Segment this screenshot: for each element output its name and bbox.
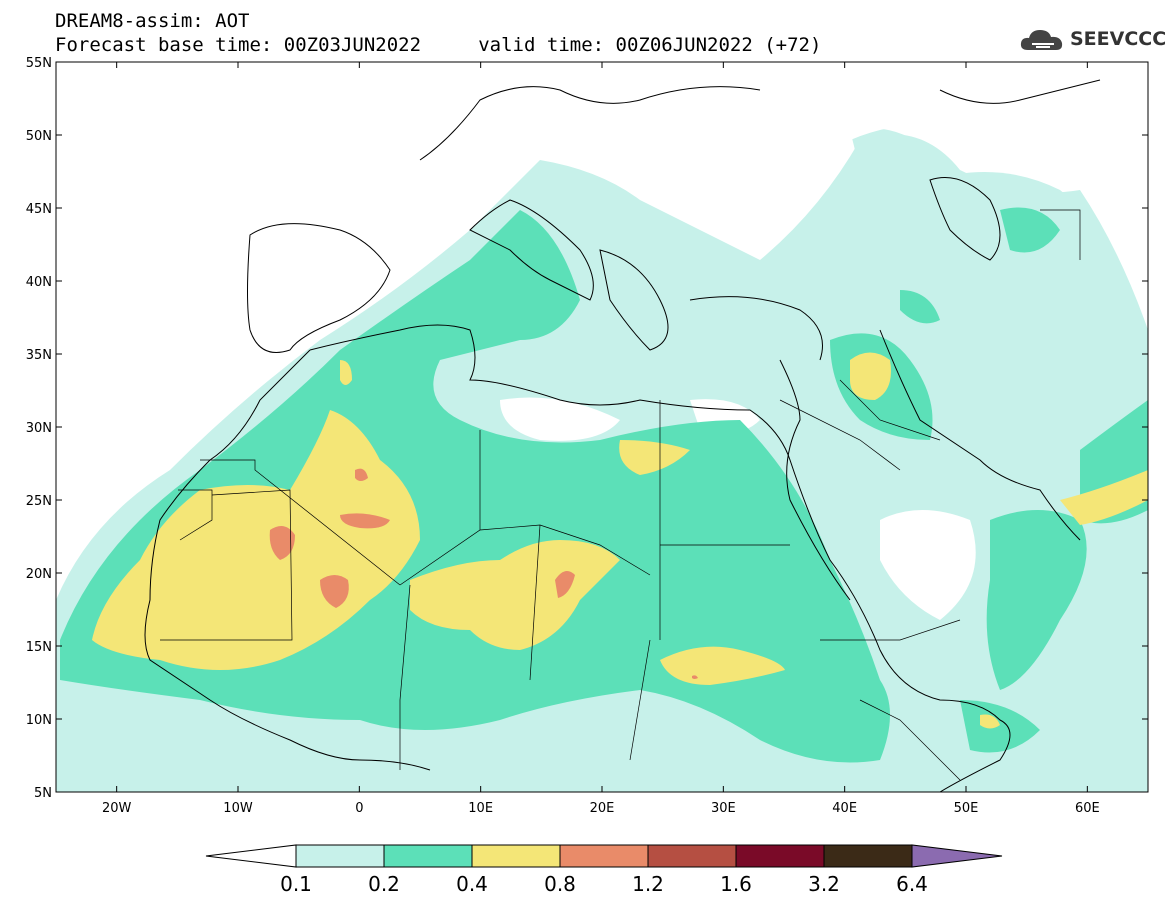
lat-tick-label: 30N <box>26 421 52 436</box>
colorbar-swatch <box>471 844 561 868</box>
lon-tick-label: 20W <box>102 801 132 816</box>
lat-tick-label: 35N <box>26 348 52 363</box>
lon-tick-label: 50E <box>954 801 979 816</box>
lon-tick-label: 60E <box>1075 801 1100 816</box>
seevccc-logo: SEEVCCC <box>1018 24 1165 56</box>
lon-tick-label: 40E <box>832 801 857 816</box>
colorbar-swatch <box>647 844 737 868</box>
colorbar-swatch <box>383 844 473 868</box>
cloud-icon <box>1020 30 1063 50</box>
colorbar-label: 1.2 <box>632 872 664 896</box>
coastlines <box>144 79 1101 792</box>
colorbar-label: 0.1 <box>280 872 312 896</box>
lat-tick-label: 20N <box>26 567 52 582</box>
colorbar-swatch <box>735 844 825 868</box>
aot-contour-below-0.1 <box>56 62 1148 620</box>
colorbar-label: 3.2 <box>808 872 840 896</box>
colorbar-label: 0.2 <box>368 872 400 896</box>
lon-tick-label: 10E <box>468 801 493 816</box>
longitude-axis: 20W 10W 0 10E 20E 30E 40E 50E 60E <box>102 62 1100 816</box>
lon-tick-label: 0 <box>355 801 363 816</box>
forecast-times: Forecast base time: 00Z03JUN2022 valid t… <box>55 34 822 56</box>
lon-tick-label: 10W <box>223 801 253 816</box>
colorbar-label: 6.4 <box>896 872 928 896</box>
colorbar-low-arrow <box>205 844 297 868</box>
colorbar-swatch <box>559 844 649 868</box>
colorbar-label: 1.6 <box>720 872 752 896</box>
country-borders <box>160 209 1081 781</box>
lat-tick-label: 40N <box>26 275 52 290</box>
lat-tick-label: 10N <box>26 713 52 728</box>
lon-tick-label: 20E <box>590 801 615 816</box>
lat-tick-label: 55N <box>26 56 52 71</box>
colorbar-swatch <box>823 844 913 868</box>
aot-contour-0.8 <box>269 468 698 679</box>
colorbar-high-arrow <box>911 844 1003 868</box>
latitude-axis: 55N 50N 45N 40N 35N 30N 25N 20N 15N 10N 5N <box>26 56 1148 801</box>
colorbar-label: 0.4 <box>456 872 488 896</box>
colorbar-label: 0.8 <box>544 872 576 896</box>
map-canvas <box>56 62 1148 792</box>
lat-tick-label: 45N <box>26 202 52 217</box>
lat-tick-label: 5N <box>34 786 52 801</box>
logo-text: SEEVCCC <box>1070 28 1165 50</box>
map-title: DREAM8-assim: AOT <box>55 10 250 32</box>
lat-tick-label: 50N <box>26 129 52 144</box>
lat-tick-label: 25N <box>26 494 52 509</box>
colorbar: 0.1 0.2 0.4 0.8 1.2 1.6 3.2 6.4 <box>205 844 1003 896</box>
colorbar-swatch <box>295 844 385 868</box>
lon-tick-label: 30E <box>711 801 736 816</box>
lat-tick-label: 15N <box>26 640 52 655</box>
